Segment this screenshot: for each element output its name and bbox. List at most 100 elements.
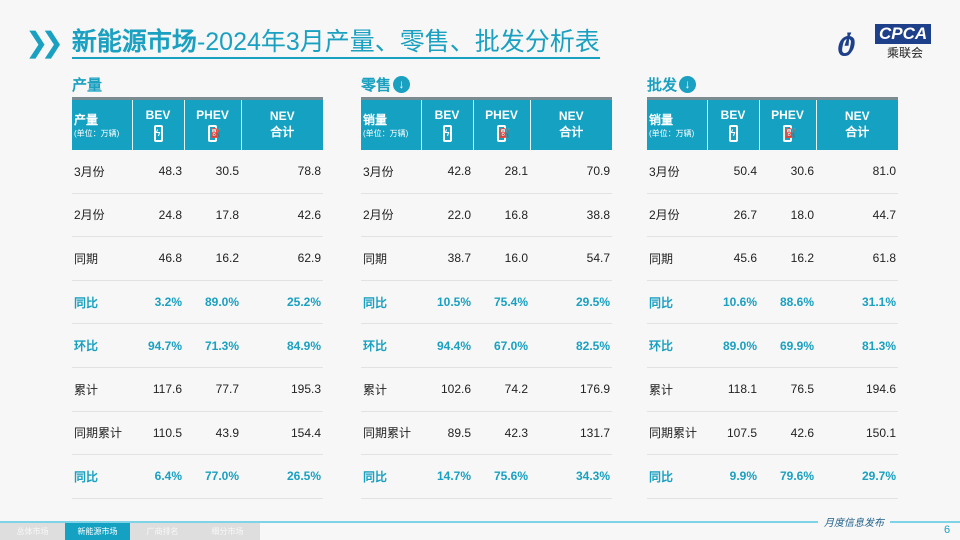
table-cell: 82.5% bbox=[530, 323, 612, 368]
fuel-pump-icon: ⛽ bbox=[497, 124, 510, 142]
table-cell: 6.4% bbox=[132, 454, 184, 499]
page-title: ❯❯ 新能源市场-2024年3月产量、零售、批发分析表 bbox=[25, 27, 600, 59]
table-cell: 89.0% bbox=[707, 323, 759, 368]
table-cell: 同比 bbox=[72, 454, 132, 499]
table-cell: 29.5% bbox=[530, 280, 612, 325]
table-row: 环比 89.0% 69.9% 81.3% bbox=[647, 323, 898, 368]
data-table: 产量 (单位：万辆) BEV ϟ PHEV ⛽ NEV 合计 3月份 48.3 30.5 78.… bbox=[72, 97, 323, 499]
table-cell: 3.2% bbox=[132, 280, 184, 325]
table-cell: 46.8 bbox=[132, 236, 184, 281]
table-cell: 9.9% bbox=[707, 454, 759, 499]
table-row: 同比 9.9% 79.6% 29.7% bbox=[647, 454, 898, 499]
footer-tab[interactable]: 厂商排名 bbox=[130, 523, 195, 540]
fuel-pump-icon: ⛽ bbox=[783, 124, 796, 142]
table-cell: 62.9 bbox=[241, 236, 323, 281]
footer-tab[interactable]: 细分市场 bbox=[195, 523, 260, 540]
table-cell: 累计 bbox=[361, 367, 421, 412]
table-cell: 16.0 bbox=[473, 236, 530, 281]
table-row: 同期累计 110.5 43.9 154.4 bbox=[72, 411, 323, 456]
table-cell: 环比 bbox=[361, 323, 421, 368]
table-cell: 131.7 bbox=[530, 411, 612, 456]
table-row: 同比 14.7% 75.6% 34.3% bbox=[361, 454, 612, 499]
table-cell: 79.6% bbox=[759, 454, 816, 499]
table-cell: 71.3% bbox=[184, 323, 241, 368]
footer-divider bbox=[0, 521, 960, 523]
download-icon[interactable]: ↓ bbox=[679, 76, 697, 93]
table-row: 3月份 50.4 30.6 81.0 bbox=[647, 149, 898, 194]
table-cell: 38.8 bbox=[530, 193, 612, 238]
table-cell: 75.4% bbox=[473, 280, 530, 325]
table-cell: 44.7 bbox=[816, 193, 898, 238]
download-icon[interactable]: ↓ bbox=[393, 76, 411, 93]
table-cell: 同比 bbox=[361, 454, 421, 499]
table-cell: 94.7% bbox=[132, 323, 184, 368]
table-cell: 环比 bbox=[72, 323, 132, 368]
table-cell: 195.3 bbox=[241, 367, 323, 412]
table-cell: 176.9 bbox=[530, 367, 612, 412]
section-title: 零售 ↓ bbox=[361, 74, 411, 95]
table-cell: 43.9 bbox=[184, 411, 241, 456]
table-cell: 26.5% bbox=[241, 454, 323, 499]
header-row: 产量 (单位：万辆) BEV ϟ PHEV ⛽ NEV 合计 bbox=[72, 97, 323, 150]
table-cell: 77.7 bbox=[184, 367, 241, 412]
table-cell: 117.6 bbox=[132, 367, 184, 412]
table-row: 同期累计 89.5 42.3 131.7 bbox=[361, 411, 612, 456]
table-row: 2月份 24.8 17.8 42.6 bbox=[72, 193, 323, 238]
table-cell: 同期累计 bbox=[361, 411, 421, 456]
table-row: 环比 94.4% 67.0% 82.5% bbox=[361, 323, 612, 368]
table-cell: 75.6% bbox=[473, 454, 530, 499]
table-cell: 81.0 bbox=[816, 149, 898, 194]
table-cell: 同比 bbox=[647, 280, 707, 325]
table-cell: 26.7 bbox=[707, 193, 759, 238]
table-cell: 17.8 bbox=[184, 193, 241, 238]
header-row: 销量 (单位：万辆) BEV ϟ PHEV ⛽ NEV 合计 bbox=[361, 97, 612, 150]
table-row: 累计 118.1 76.5 194.6 bbox=[647, 367, 898, 412]
section-title: 批发 ↓ bbox=[647, 74, 697, 95]
cpca-logo: ტ CPCA 乘联会 bbox=[835, 24, 940, 60]
table-cell: 同比 bbox=[647, 454, 707, 499]
table-cell: 31.1% bbox=[816, 280, 898, 325]
table-row: 同期 46.8 16.2 62.9 bbox=[72, 236, 323, 281]
table-cell: 69.9% bbox=[759, 323, 816, 368]
table-cell: 2月份 bbox=[361, 193, 421, 238]
table-cell: 同期累计 bbox=[72, 411, 132, 456]
table-row: 同比 10.5% 75.4% 29.5% bbox=[361, 280, 612, 325]
table-cell: 3月份 bbox=[647, 149, 707, 194]
table-cell: 同期 bbox=[361, 236, 421, 281]
table-cell: 30.6 bbox=[759, 149, 816, 194]
table-row: 同期 38.7 16.0 54.7 bbox=[361, 236, 612, 281]
table-cell: 42.6 bbox=[241, 193, 323, 238]
table-cell: 118.1 bbox=[707, 367, 759, 412]
table-cell: 2月份 bbox=[72, 193, 132, 238]
table-cell: 同比 bbox=[72, 280, 132, 325]
table-cell: 154.4 bbox=[241, 411, 323, 456]
table-row: 累计 117.6 77.7 195.3 bbox=[72, 367, 323, 412]
table-cell: 34.3% bbox=[530, 454, 612, 499]
table-cell: 累计 bbox=[72, 367, 132, 412]
table-cell: 14.7% bbox=[421, 454, 473, 499]
table-cell: 42.8 bbox=[421, 149, 473, 194]
table-cell: 16.8 bbox=[473, 193, 530, 238]
footer-tab[interactable]: 新能源市场 bbox=[65, 523, 130, 540]
table-cell: 67.0% bbox=[473, 323, 530, 368]
table-row: 同比 3.2% 89.0% 25.2% bbox=[72, 280, 323, 325]
table-cell: 累计 bbox=[647, 367, 707, 412]
table-cell: 42.3 bbox=[473, 411, 530, 456]
table-cell: 107.5 bbox=[707, 411, 759, 456]
table-cell: 30.5 bbox=[184, 149, 241, 194]
table-cell: 22.0 bbox=[421, 193, 473, 238]
table-cell: 45.6 bbox=[707, 236, 759, 281]
battery-icon: ϟ bbox=[153, 124, 163, 142]
table-cell: 94.4% bbox=[421, 323, 473, 368]
table-cell: 同比 bbox=[361, 280, 421, 325]
table-row: 同比 6.4% 77.0% 26.5% bbox=[72, 454, 323, 499]
table-row: 3月份 42.8 28.1 70.9 bbox=[361, 149, 612, 194]
data-table: 销量 (单位：万辆) BEV ϟ PHEV ⛽ NEV 合计 3月份 50.4 30.6 81.… bbox=[647, 97, 898, 499]
footer-tab[interactable]: 总体市场 bbox=[0, 523, 65, 540]
table-cell: 38.7 bbox=[421, 236, 473, 281]
table-cell: 61.8 bbox=[816, 236, 898, 281]
footer-tabs: 总体市场 新能源市场 厂商排名 细分市场 bbox=[0, 523, 260, 540]
table-cell: 同期 bbox=[72, 236, 132, 281]
table-row: 2月份 26.7 18.0 44.7 bbox=[647, 193, 898, 238]
chevron-icon: ❯❯ bbox=[25, 27, 64, 58]
